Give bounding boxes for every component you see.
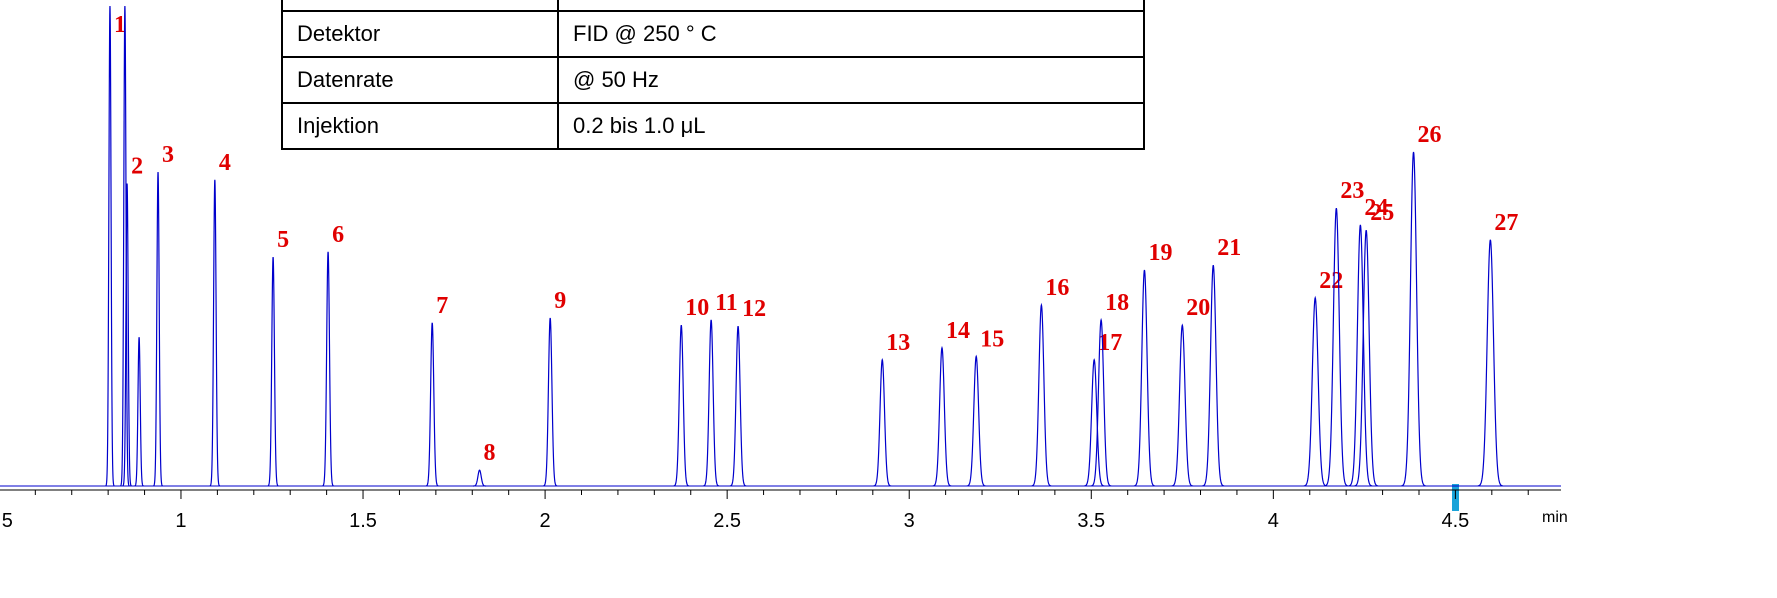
peak bbox=[1031, 302, 1052, 487]
peak-label: 25 bbox=[1370, 200, 1394, 226]
peak-label: 26 bbox=[1418, 122, 1442, 148]
peak bbox=[1133, 269, 1156, 487]
peak bbox=[209, 179, 220, 487]
peak bbox=[1401, 151, 1426, 487]
peak-label: 13 bbox=[886, 330, 910, 356]
peak bbox=[120, 5, 130, 487]
peak bbox=[966, 354, 986, 487]
peak bbox=[1324, 207, 1349, 487]
table-row: Injektion 0.2 bis 1.0 μL bbox=[281, 102, 1145, 150]
peak bbox=[1090, 317, 1112, 487]
peak bbox=[932, 345, 952, 487]
peak bbox=[1477, 239, 1504, 487]
peak-label: 15 bbox=[980, 326, 1004, 352]
peak bbox=[153, 172, 163, 487]
peak bbox=[322, 251, 334, 487]
peak bbox=[1354, 230, 1379, 487]
peak bbox=[105, 5, 115, 487]
peak bbox=[1083, 358, 1105, 487]
table-cell: Injektion bbox=[281, 102, 559, 150]
peak-label: 24 bbox=[1364, 195, 1388, 221]
x-tick-label: 4.5 bbox=[1441, 510, 1469, 532]
table-cell: Datenrate bbox=[281, 56, 559, 104]
peak-label: 6 bbox=[332, 222, 344, 248]
peak bbox=[1171, 323, 1194, 487]
table-cell: Detektor bbox=[281, 10, 559, 58]
peak bbox=[134, 337, 144, 487]
x-axis-label: min bbox=[1542, 509, 1568, 526]
peak bbox=[267, 256, 279, 487]
table-row bbox=[281, 0, 1145, 12]
peak-label: 5 bbox=[277, 227, 289, 253]
peak-label: 23 bbox=[1340, 178, 1364, 204]
peak bbox=[473, 469, 487, 487]
peak-label: 12 bbox=[742, 296, 766, 322]
peak-label: 21 bbox=[1217, 235, 1241, 261]
peak bbox=[673, 325, 690, 487]
peak bbox=[1348, 224, 1373, 487]
x-tick-label: 2.5 bbox=[713, 510, 741, 532]
x-tick-label: 1.5 bbox=[349, 510, 377, 532]
peak-label: 8 bbox=[484, 440, 496, 466]
x-tick-label: 4 bbox=[1268, 510, 1279, 532]
x-tick-label: 1 bbox=[175, 510, 186, 532]
peak bbox=[425, 322, 439, 487]
peak-label: 4 bbox=[219, 150, 231, 176]
table-row: Datenrate @ 50 Hz bbox=[281, 56, 1145, 104]
peak-label: 16 bbox=[1045, 275, 1069, 301]
table-cell bbox=[281, 0, 559, 12]
table-cell: 0.2 bis 1.0 μL bbox=[557, 102, 1145, 150]
x-tick-label: 3.5 bbox=[1077, 510, 1105, 532]
peak-label: 22 bbox=[1319, 268, 1343, 294]
peak-label: 1 bbox=[114, 12, 126, 38]
peak-label: 3 bbox=[162, 142, 174, 168]
peak-label: 14 bbox=[946, 318, 970, 344]
peak bbox=[1303, 295, 1327, 487]
peak-label: 27 bbox=[1494, 210, 1518, 236]
peak-label: 10 bbox=[685, 295, 709, 321]
peak bbox=[1202, 265, 1225, 487]
peak-label: 20 bbox=[1186, 295, 1210, 321]
table-row: Detektor FID @ 250 ° C bbox=[281, 10, 1145, 58]
x-tick-label: 0.5 bbox=[0, 510, 13, 532]
peak-label: 18 bbox=[1105, 290, 1129, 316]
peak bbox=[703, 319, 720, 487]
method-table: Detektor FID @ 250 ° C Datenrate @ 50 Hz … bbox=[281, 0, 1145, 150]
x-tick-label: 2 bbox=[540, 510, 551, 532]
peak bbox=[873, 357, 892, 487]
peak-label: 9 bbox=[554, 288, 566, 314]
peak-label: 11 bbox=[715, 290, 738, 316]
peak bbox=[729, 326, 747, 487]
peak bbox=[122, 183, 132, 487]
peak-label: 19 bbox=[1148, 240, 1172, 266]
x-tick-label: 3 bbox=[904, 510, 915, 532]
peak bbox=[543, 317, 558, 487]
table-cell: @ 50 Hz bbox=[557, 56, 1145, 104]
peak-label: 2 bbox=[131, 154, 143, 180]
table-cell: FID @ 250 ° C bbox=[557, 10, 1145, 58]
table-cell bbox=[557, 0, 1145, 12]
peak-label: 7 bbox=[436, 293, 448, 319]
